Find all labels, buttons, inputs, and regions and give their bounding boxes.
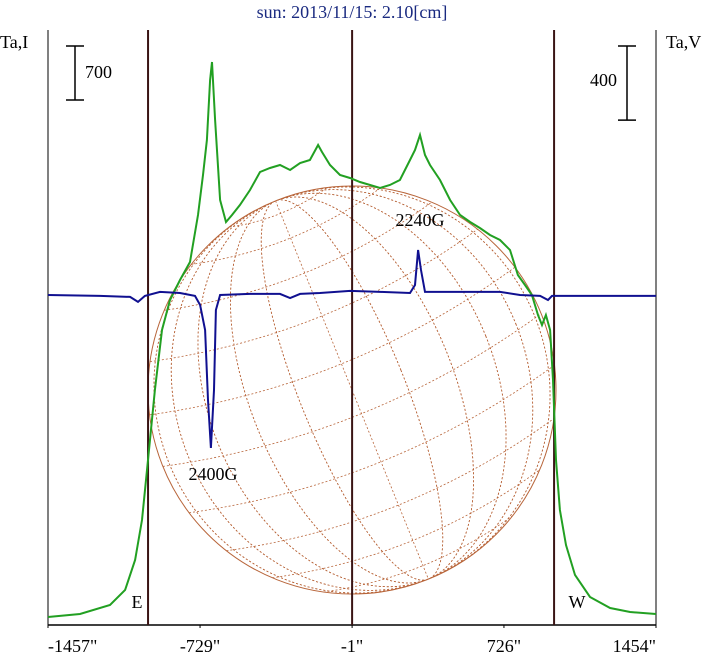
parallel	[149, 228, 478, 363]
x-tick-label: -1457"	[48, 636, 97, 656]
parallel	[162, 313, 542, 467]
x-tick-label: -1"	[341, 636, 363, 656]
parallel	[229, 187, 328, 228]
annotation: E	[132, 592, 143, 612]
x-tick-label: 1454"	[613, 636, 656, 656]
parallel	[272, 469, 541, 579]
parallel	[323, 515, 513, 593]
parallel	[376, 552, 476, 593]
scale-bar-label: 400	[590, 70, 617, 90]
x-tick-label: -729"	[180, 636, 220, 656]
series-line	[47, 249, 656, 449]
meridian	[153, 186, 551, 594]
x-tick-label: 726"	[487, 636, 521, 656]
annotation: 2400G	[189, 464, 238, 484]
parallel	[226, 418, 555, 552]
parallel	[191, 187, 381, 265]
meridian	[197, 192, 507, 588]
meridian	[260, 199, 444, 581]
scale-bar-label: 700	[85, 62, 112, 82]
y-axis-label: Ta,I	[0, 32, 28, 52]
annotation: W	[569, 592, 586, 612]
parallel	[164, 201, 432, 311]
y2-axis-label: Ta,V	[666, 32, 701, 52]
chart-title: sun: 2013/11/15: 2.10[cm]	[257, 2, 448, 22]
series-line	[47, 61, 657, 618]
annotation: 2240G	[396, 210, 445, 230]
